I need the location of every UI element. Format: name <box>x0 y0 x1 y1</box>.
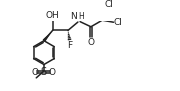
Text: O: O <box>32 68 39 77</box>
Text: Cl: Cl <box>104 0 113 9</box>
Text: OH: OH <box>46 11 59 20</box>
Text: Cl: Cl <box>114 18 123 27</box>
Text: O: O <box>87 38 95 47</box>
Text: O: O <box>49 68 56 77</box>
Polygon shape <box>43 30 53 42</box>
Text: N: N <box>70 12 77 21</box>
Text: F: F <box>68 41 73 50</box>
Text: H: H <box>78 12 84 21</box>
Text: S: S <box>41 67 47 77</box>
